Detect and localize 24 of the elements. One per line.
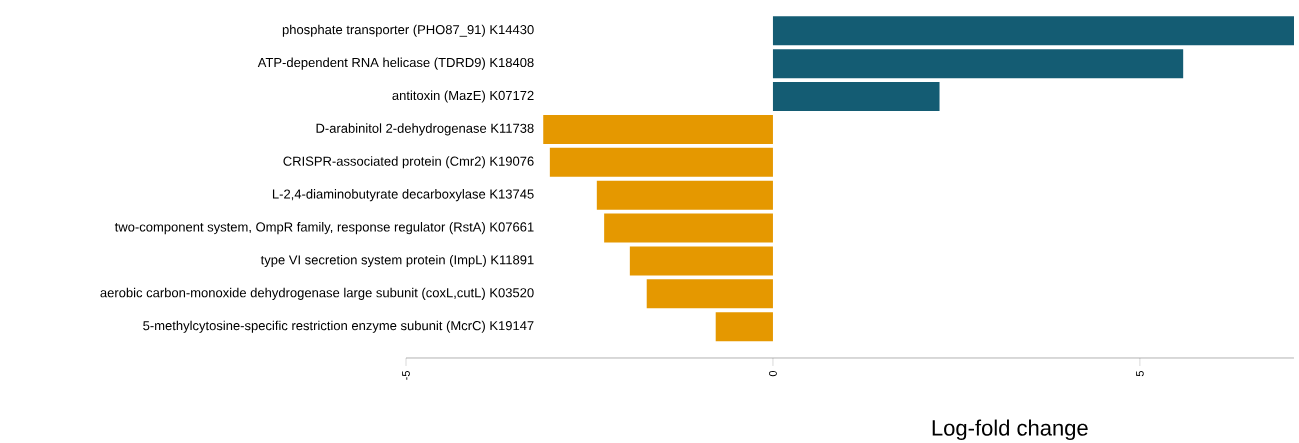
y-tick-label: antitoxin (MazE) K07172 [392, 90, 534, 103]
x-tick-label: 5 [1136, 371, 1144, 377]
y-tick-label: type VI secretion system protein (ImpL) K11891 [260, 254, 534, 268]
x-tick-label: 0 [769, 370, 777, 377]
y-tick-label: ATP-dependent RNA helicase (TDRD9) K18408 [257, 57, 534, 70]
bar [549, 147, 773, 177]
y-tick-label: D-arabinitol 2-dehydrogenase K11738 [316, 123, 534, 136]
y-tick-label: L-2,4-diaminobutyrate decarboxylase K13745 [272, 189, 534, 202]
y-tick-label: CRISPR-associated protein (Cmr2) K19076 [283, 156, 534, 169]
y-tick-label: 5-methylcytosine-specific restriction enzyme subunit (McrC) K19147 [143, 320, 534, 333]
y-tick-label: aerobic carbon-monoxide dehydrogenase large subunit (coxL,cutL) K03520 [100, 287, 534, 300]
bar [772, 82, 940, 112]
bar [772, 16, 1294, 46]
x-axis-title: Log-fold change [932, 419, 1088, 441]
bar [629, 246, 773, 276]
bar [646, 279, 773, 309]
bar [543, 114, 773, 144]
y-tick-label: phosphate transporter (PHO87_91) K14430 [282, 24, 534, 37]
y-tick-label: two-component system, OmpR family, response regulator (RstA) K07661 [114, 222, 534, 235]
bar [596, 180, 773, 210]
x-tick-label: -5 [402, 371, 410, 380]
bar [715, 312, 773, 342]
bar [772, 49, 1184, 79]
bar [604, 213, 773, 243]
